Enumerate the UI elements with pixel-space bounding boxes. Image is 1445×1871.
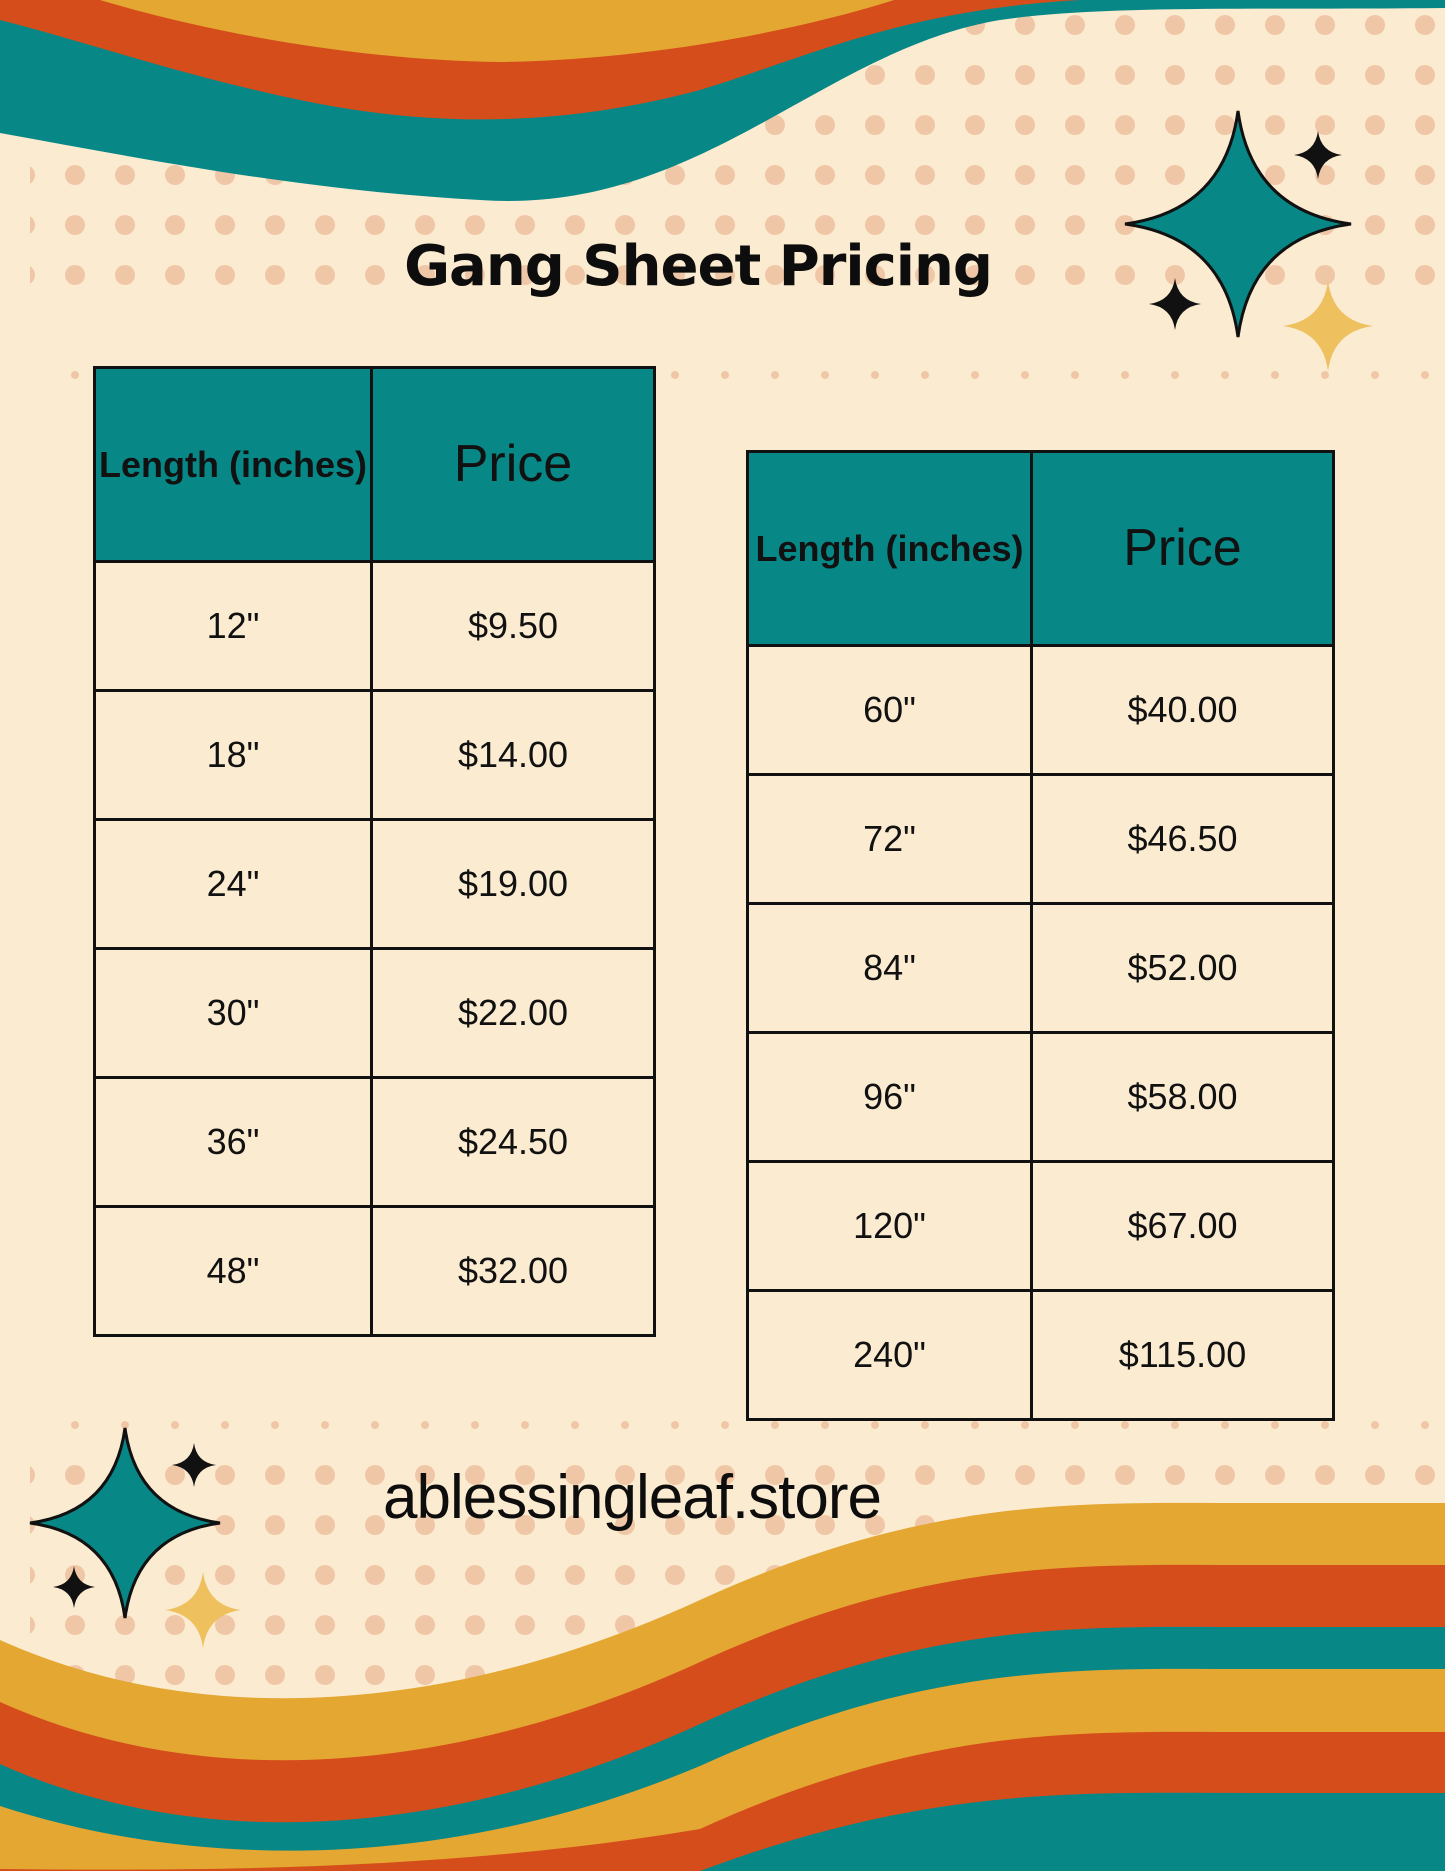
table-row: 48" $32.00: [96, 1208, 653, 1334]
sparkle-icon: [1294, 131, 1342, 179]
cell-price: $46.50: [1127, 818, 1238, 860]
wave-band: [0, 1792, 1445, 1871]
cell-length: 24": [96, 821, 373, 947]
top-waves: [0, 0, 1445, 201]
cell-length: 36": [96, 1079, 373, 1205]
cell-price: $52.00: [1127, 947, 1238, 989]
cell-length: 120": [749, 1163, 1033, 1289]
sparkle-icon: [1124, 110, 1352, 338]
header-length-label: Length (inches): [755, 527, 1024, 569]
table-header-row: Length (inches) Price: [749, 453, 1332, 647]
sparkle-icon: [1149, 278, 1201, 330]
sparkle-icon: [165, 1572, 241, 1648]
sparkle-icon: [29, 1427, 221, 1619]
table-row: 30" $22.00: [96, 950, 653, 1079]
page-title: Gang Sheet Pricing: [404, 234, 993, 299]
table-row: 240" $115.00: [749, 1292, 1332, 1418]
sparkle-icon: [172, 1443, 216, 1487]
sparkle-icon: [1283, 281, 1373, 371]
table-row: 24" $19.00: [96, 821, 653, 950]
cell-price: $9.50: [467, 605, 559, 647]
cell-price: $14.00: [457, 734, 569, 776]
cell-price: $58.00: [1127, 1076, 1238, 1118]
cell-price: $32.00: [457, 1250, 569, 1292]
cell-price: $67.00: [1127, 1205, 1238, 1247]
table-row: 96" $58.00: [749, 1034, 1332, 1163]
cell-length: 60": [749, 647, 1033, 773]
cell-length: 48": [96, 1208, 373, 1334]
header-length: Length (inches): [749, 453, 1033, 644]
bottom-waves: [0, 1502, 1445, 1871]
pricing-table-right: Length (inches) Price 60" $40.00 72" $46.50…: [746, 450, 1335, 1421]
sparkles: [29, 110, 1373, 1648]
header-price-label: Price: [453, 435, 573, 494]
cell-length: 96": [749, 1034, 1033, 1160]
wave-band: [0, 0, 894, 62]
table-row: 120" $67.00: [749, 1163, 1332, 1292]
cell-length: 84": [749, 905, 1033, 1031]
header-price-label: Price: [1123, 519, 1242, 578]
header-length: Length (inches): [96, 369, 373, 560]
cell-length: 72": [749, 776, 1033, 902]
cell-length: 30": [96, 950, 373, 1076]
table-row: 60" $40.00: [749, 647, 1332, 776]
table-header-row: Length (inches) Price: [96, 369, 653, 563]
header-price: Price: [373, 369, 653, 560]
table-row: 84" $52.00: [749, 905, 1332, 1034]
website-url: ablessingleaf.store: [383, 1463, 882, 1532]
cell-length: 12": [96, 563, 373, 689]
table-row: 12" $9.50: [96, 563, 653, 692]
header-length-label: Length (inches): [99, 443, 367, 485]
cell-price: $40.00: [1127, 689, 1238, 731]
pricing-table-left: Length (inches) Price 12" $9.50 18" $14.00 2…: [93, 366, 656, 1337]
cell-price: $115.00: [1118, 1334, 1247, 1376]
cell-price: $24.50: [457, 1121, 569, 1163]
table-row: 72" $46.50: [749, 776, 1332, 905]
sparkle-icon: [53, 1566, 95, 1608]
cell-price: $19.00: [457, 863, 569, 905]
table-row: 18" $14.00: [96, 692, 653, 821]
cell-length: 240": [749, 1292, 1033, 1418]
cell-length: 18": [96, 692, 373, 818]
cell-price: $22.00: [457, 992, 569, 1034]
header-price: Price: [1033, 453, 1332, 644]
table-row: 36" $24.50: [96, 1079, 653, 1208]
